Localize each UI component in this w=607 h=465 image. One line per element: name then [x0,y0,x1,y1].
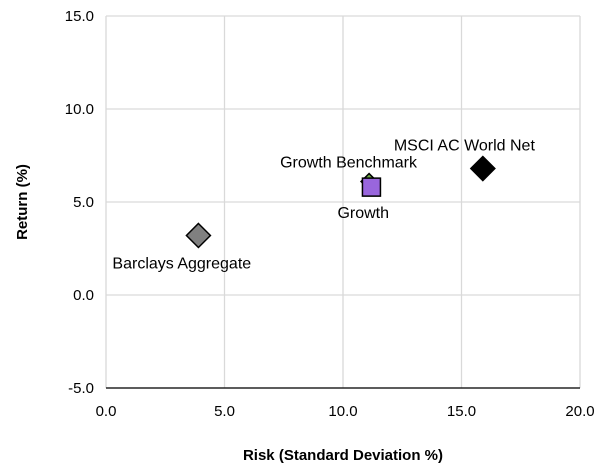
y-axis-title: Return (%) [14,164,31,240]
x-tick-label: 0.0 [96,403,117,420]
x-axis-title: Risk (Standard Deviation %) [243,447,443,464]
label-barclays-aggregate: Barclays Aggregate [112,255,251,272]
y-tick-label: 5.0 [73,194,94,211]
label-growth-benchmark: Growth Benchmark [280,155,418,172]
y-tick-label: 0.0 [73,287,94,304]
x-tick-label: 15.0 [447,403,476,420]
x-tick-label: 20.0 [565,403,594,420]
point-barclays-aggregate [185,222,212,249]
point-msci-ac-world-net [469,155,496,182]
tick-labels: 0.0 5.0 10.0 15.0 20.0-5.00.05.010.015.0 [65,8,595,420]
label-msci-ac-world-net: MSCI AC World Net [394,138,536,155]
y-tick-label: 15.0 [65,8,94,25]
data-points [185,155,496,249]
label-growth: Growth [337,205,389,222]
y-tick-label: 10.0 [65,101,94,118]
gridlines [105,15,581,389]
y-tick-label: -5.0 [68,380,94,397]
x-tick-label: 10.0 [328,403,357,420]
point-growth [361,177,382,197]
x-tick-label: 5.0 [214,403,235,420]
